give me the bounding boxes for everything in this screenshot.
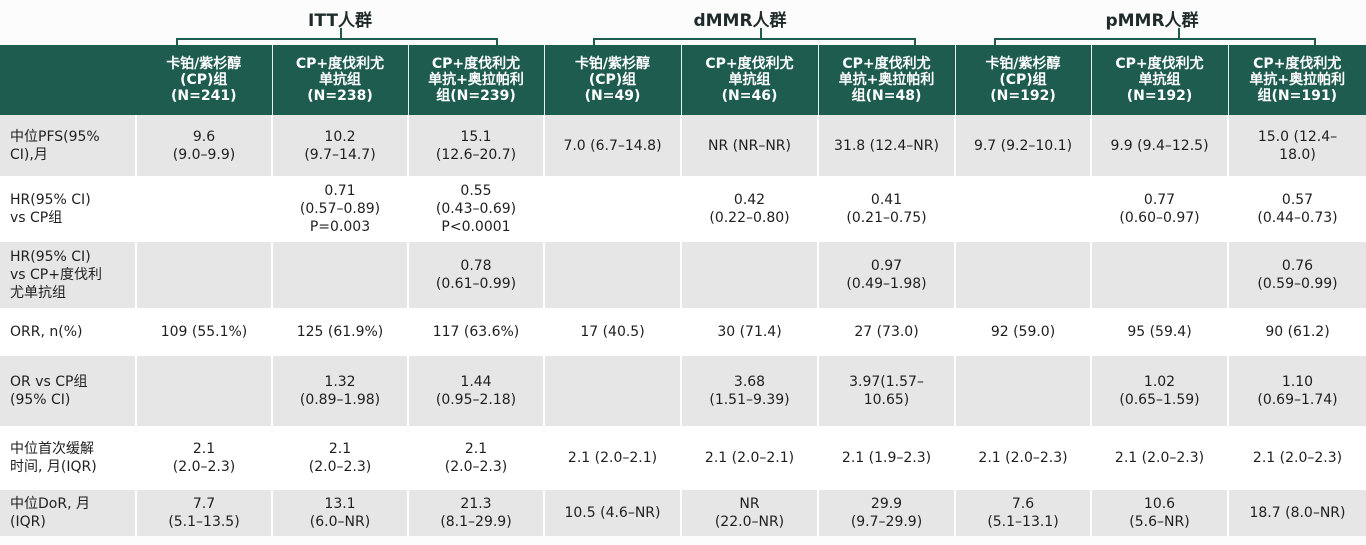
table-cell: 1.32 (0.89–1.98) [272, 356, 409, 426]
table-cell: 27 (73.0) [818, 308, 956, 356]
table-cell: 0.77 (0.60–0.97) [1091, 176, 1229, 242]
table-cell: 90 (61.2) [1228, 308, 1366, 356]
row-label: 中位PFS(95% CI),月 [0, 115, 137, 176]
efficacy-table: 卡铂/紫杉醇 (CP)组 (N=241) CP+度伐利尤 单抗组 (N=238)… [0, 45, 1366, 536]
row-median-pfs: 中位PFS(95% CI),月 9.6 (9.0–9.9) 10.2 (9.7–14… [0, 115, 1366, 176]
table-cell: 0.41 (0.21–0.75) [818, 176, 956, 242]
table-cell [681, 242, 819, 308]
col-header-dmmr-cp-durvalumab: CP+度伐利尤 单抗组 (N=46) [681, 45, 819, 115]
table-cell: 2.1 (2.0–2.3) [1091, 426, 1229, 490]
bracket-tick-pmmr [1178, 28, 1180, 38]
table-cell: 21.3 (8.1–29.9) [408, 490, 545, 536]
table-cell: 117 (63.6%) [408, 308, 545, 356]
bracket-pmmr [994, 38, 1316, 46]
table-cell: 0.57 (0.44–0.73) [1228, 176, 1366, 242]
table-cell: NR (22.0–NR) [681, 490, 819, 536]
table-cell: 2.1 (2.0–2.3) [408, 426, 545, 490]
col-header-pmmr-cp: 卡铂/紫杉醇 (CP)组 (N=192) [955, 45, 1092, 115]
table-cell: 7.7 (5.1–13.5) [136, 490, 273, 536]
table-cell [136, 242, 273, 308]
table-cell [136, 356, 273, 426]
table-cell: 10.6 (5.6–NR) [1091, 490, 1229, 536]
row-or-vs-cp: OR vs CP组 (95% CI) 1.32 (0.89–1.98) 1.44 (… [0, 356, 1366, 426]
table-cell: 31.8 (12.4–NR) [818, 115, 956, 176]
group-label-pmmr: pMMR人群 [1105, 11, 1199, 31]
table-cell: 7.6 (5.1–13.1) [955, 490, 1092, 536]
table-cell: 15.1 (12.6–20.7) [408, 115, 545, 176]
group-label-dmmr: dMMR人群 [693, 11, 787, 31]
row-orr: ORR, n(%) 109 (55.1%) 125 (61.9%) 117 (63.6… [0, 308, 1366, 356]
table-cell: 0.97 (0.49–1.98) [818, 242, 956, 308]
table-cell: 13.1 (6.0–NR) [272, 490, 409, 536]
bracket-itt [176, 38, 498, 46]
table-cell: 2.1 (2.0–2.3) [136, 426, 273, 490]
bracket-tick-dmmr [760, 28, 762, 38]
row-label: HR(95% CI) vs CP+度伐利 尤单抗组 [0, 242, 137, 308]
table-cell: 0.55 (0.43–0.69) P<0.0001 [408, 176, 545, 242]
row-median-dor: 中位DoR, 月 (IQR) 7.7 (5.1–13.5) 13.1 (6.0–NR… [0, 490, 1366, 536]
corner-cell [0, 45, 136, 115]
table-cell: 17 (40.5) [544, 308, 682, 356]
population-group-headers: ITT人群 dMMR人群 pMMR人群 [0, 0, 1366, 48]
table-cell [272, 242, 409, 308]
table-cell: 0.78 (0.61–0.99) [408, 242, 545, 308]
row-label: ORR, n(%) [0, 308, 137, 356]
table-cell: 15.0 (12.4– 18.0) [1228, 115, 1366, 176]
table-cell: 2.1 (2.0–2.1) [544, 426, 682, 490]
table-cell [136, 176, 273, 242]
table-cell: 10.5 (4.6–NR) [544, 490, 682, 536]
row-median-time-to-response: 中位首次缓解 时间, 月(IQR) 2.1 (2.0–2.3) 2.1 (2.0–2… [0, 426, 1366, 490]
col-header-dmmr-cp: 卡铂/紫杉醇 (CP)组 (N=49) [544, 45, 682, 115]
col-header-itt-cp-durvalumab: CP+度伐利尤 单抗组 (N=238) [272, 45, 409, 115]
table-cell [544, 242, 682, 308]
table-cell [955, 242, 1092, 308]
table-cell: 18.7 (8.0–NR) [1228, 490, 1366, 536]
col-header-itt-cp-durvalumab-olaparib: CP+度伐利尤 单抗+奥拉帕利 组(N=239) [408, 45, 545, 115]
table-cell: 3.97(1.57– 10.65) [818, 356, 956, 426]
row-label: 中位首次缓解 时间, 月(IQR) [0, 426, 137, 490]
table-cell: NR (NR–NR) [681, 115, 819, 176]
bracket-tick-itt [340, 28, 342, 38]
table-cell: 2.1 (2.0–2.3) [955, 426, 1092, 490]
table-cell: 0.76 (0.59–0.99) [1228, 242, 1366, 308]
table-cell: 0.42 (0.22–0.80) [681, 176, 819, 242]
row-hr-vs-cp: HR(95% CI) vs CP组 0.71 (0.57–0.89) P=0.00… [0, 176, 1366, 242]
col-header-pmmr-cp-durvalumab-olaparib: CP+度伐利尤 单抗+奥拉帕利 组(N=191) [1228, 45, 1366, 115]
row-label: HR(95% CI) vs CP组 [0, 176, 137, 242]
table-cell: 2.1 (2.0–2.3) [272, 426, 409, 490]
table-cell: 2.1 (2.0–2.1) [681, 426, 819, 490]
table-cell: 10.2 (9.7–14.7) [272, 115, 409, 176]
table-cell [544, 356, 682, 426]
table-cell: 125 (61.9%) [272, 308, 409, 356]
col-header-dmmr-cp-durvalumab-olaparib: CP+度伐利尤 单抗+奥拉帕利 组(N=48) [818, 45, 956, 115]
table-cell: 1.44 (0.95–2.18) [408, 356, 545, 426]
col-header-itt-cp: 卡铂/紫杉醇 (CP)组 (N=241) [136, 45, 273, 115]
table-cell: 109 (55.1%) [136, 308, 273, 356]
table-cell: 9.7 (9.2–10.1) [955, 115, 1092, 176]
table-cell: 29.9 (9.7–29.9) [818, 490, 956, 536]
table-cell: 9.9 (9.4–12.5) [1091, 115, 1229, 176]
row-label: OR vs CP组 (95% CI) [0, 356, 137, 426]
row-label: 中位DoR, 月 (IQR) [0, 490, 137, 536]
table-cell: 9.6 (9.0–9.9) [136, 115, 273, 176]
group-label-itt: ITT人群 [308, 11, 372, 31]
table-cell: 2.1 (1.9–2.3) [818, 426, 956, 490]
table-cell: 2.1 (2.0–2.3) [1228, 426, 1366, 490]
table-cell: 1.02 (0.65–1.59) [1091, 356, 1229, 426]
table-cell [955, 356, 1092, 426]
table-cell: 3.68 (1.51–9.39) [681, 356, 819, 426]
bracket-dmmr [593, 38, 916, 46]
table-cell [1091, 242, 1229, 308]
column-header-row: 卡铂/紫杉醇 (CP)组 (N=241) CP+度伐利尤 单抗组 (N=238)… [0, 45, 1366, 115]
table-cell [544, 176, 682, 242]
table-cell [955, 176, 1092, 242]
table-cell: 1.10 (0.69–1.74) [1228, 356, 1366, 426]
table-cell: 0.71 (0.57–0.89) P=0.003 [272, 176, 409, 242]
col-header-pmmr-cp-durvalumab: CP+度伐利尤 单抗组 (N=192) [1091, 45, 1229, 115]
table-cell: 7.0 (6.7–14.8) [544, 115, 682, 176]
row-hr-vs-cp-durvalumab: HR(95% CI) vs CP+度伐利 尤单抗组 0.78 (0.61–0.99… [0, 242, 1366, 308]
table-cell: 30 (71.4) [681, 308, 819, 356]
table-cell: 92 (59.0) [955, 308, 1092, 356]
table-cell: 95 (59.4) [1091, 308, 1229, 356]
